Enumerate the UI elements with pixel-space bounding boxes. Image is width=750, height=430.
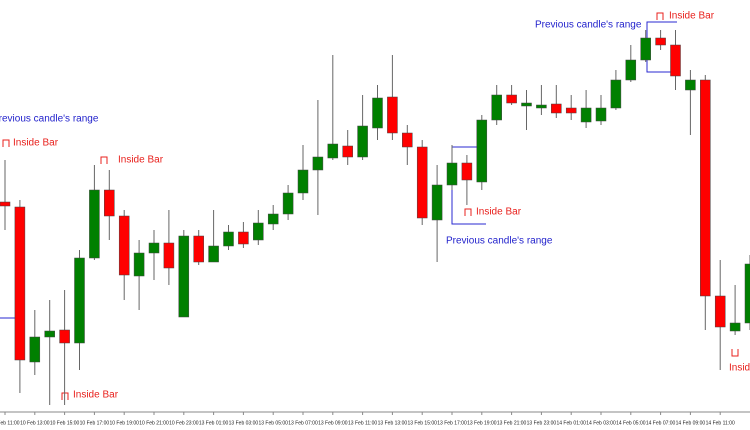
candle-body [551,103,562,114]
x-tick-label: 10 Feb 19:00 [109,420,139,426]
candle-body [253,222,264,241]
x-tick-label: 14 Feb 07:00 [646,420,676,426]
candle-body [610,79,622,109]
x-tick-label: 13 Feb 21:00 [497,420,527,426]
candle-body [402,132,413,148]
x-tick-label: 13 Feb 17:00 [437,420,467,426]
candle-body [29,336,41,363]
candle-body [297,169,309,194]
candle-body [59,329,70,344]
candle-body [163,242,175,269]
candle-body [342,145,353,158]
candle-body [387,96,398,134]
candle-body [14,206,26,361]
candle-body [640,37,651,61]
candle-body [700,79,711,297]
candle-body [625,59,637,81]
candle-body [267,213,279,225]
candle-body [208,245,219,263]
candle-body [521,102,532,107]
candle-body [506,94,517,104]
annotation: Inside Bar [73,390,119,401]
candle-body [312,156,324,171]
x-tick-label: 14 Feb 01:00 [556,420,586,426]
candle-body [416,146,428,219]
annotation: Previous candle's range [0,114,99,125]
inside-bar-marker [464,208,472,216]
x-tick-label: 10 Feb 11:00 [0,420,20,426]
inside-bar-marker [2,139,10,147]
range-lines [0,21,677,319]
x-tick-label: 13 Feb 23:00 [527,420,557,426]
x-tick-label: 10 Feb 23:00 [169,420,199,426]
candle-body [282,192,294,215]
x-tick-label: 13 Feb 05:00 [258,420,288,426]
x-tick-label: 14 Feb 09:00 [676,420,706,426]
annotation: Inside Bar [729,363,750,374]
candle-body [357,125,368,158]
candle-body [565,107,577,114]
candle-body [133,252,145,277]
candle-body [193,235,204,263]
inside-bar-marker [731,349,739,357]
candle-body [148,242,160,254]
candle-body [729,322,741,332]
x-tick-label: 13 Feb 07:00 [288,420,318,426]
candle-body [89,189,100,259]
x-tick-label: 13 Feb 13:00 [378,420,408,426]
candle-body [118,215,130,276]
candle-body [595,107,607,122]
x-tick-label: 13 Feb 15:00 [407,420,437,426]
candle-body [744,263,750,324]
candle-body [446,162,458,186]
x-tick-label: 13 Feb 03:00 [229,420,259,426]
candle-body [580,107,592,123]
x-tick-label: 14 Feb 05:00 [616,420,646,426]
annotation: Previous candle's range [535,20,642,31]
inside-bar-marker [100,156,108,164]
candle-body [461,162,473,181]
candle-body [0,201,11,207]
x-tick-label: 13 Feb 09:00 [318,420,348,426]
candle-body [104,189,115,217]
candle-body [238,231,249,245]
candle-body [476,119,488,183]
candle-body [670,44,681,77]
annotation: Previous candle's range [446,236,553,247]
inside-bar-marker [656,12,664,20]
candle-body [655,37,666,46]
candle-body [685,79,696,91]
candle-body [178,235,190,318]
candle-body [44,330,55,338]
x-tick-label: 14 Feb 11:00 [706,420,735,426]
x-tick-label: 10 Feb 13:00 [20,420,50,426]
candle-body [536,104,547,109]
candle-body [327,143,339,159]
candle-body [491,94,502,121]
x-tick-label: 10 Feb 15:00 [50,420,80,426]
candle-body [223,231,234,247]
x-tick-label: 13 Feb 19:00 [467,420,497,426]
x-tick-label: 13 Feb 11:00 [348,420,377,426]
annotation: Inside Bar [13,138,59,149]
candle-body [74,257,85,344]
x-tick-label: 10 Feb 17:00 [80,420,110,426]
x-tick-label: 13 Feb 01:00 [199,420,229,426]
x-tick-label: 10 Feb 21:00 [139,420,169,426]
candle-body [372,97,383,129]
candle-body [714,295,726,328]
candle-body [431,184,443,221]
x-tick-label: 14 Feb 03:00 [586,420,616,426]
annotation: Inside Bar [118,155,164,166]
annotation: Inside Bar [669,11,715,22]
annotation: Inside Bar [476,207,522,218]
